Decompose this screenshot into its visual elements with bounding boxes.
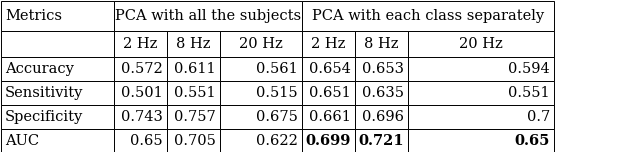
Bar (355, 105, 408, 129)
Text: 20 Hz: 20 Hz (239, 37, 283, 51)
Text: 0.594: 0.594 (508, 62, 550, 76)
Text: 0.501: 0.501 (121, 86, 163, 100)
Bar (220, 81, 302, 105)
Bar (1, 1, 114, 31)
Text: Metrics: Metrics (5, 9, 62, 23)
Bar (302, 57, 355, 81)
Bar (220, 57, 302, 81)
Text: Accuracy: Accuracy (5, 62, 74, 76)
Text: 8 Hz: 8 Hz (176, 37, 211, 51)
Bar (355, 81, 408, 105)
Text: 2 Hz: 2 Hz (311, 37, 346, 51)
Bar (1, 31, 114, 57)
Bar (355, 129, 408, 152)
Text: 0.561: 0.561 (256, 62, 298, 76)
Bar (114, 1, 302, 31)
Text: PCA with all the subjects: PCA with all the subjects (115, 9, 301, 23)
Bar (114, 57, 167, 81)
Bar (167, 105, 220, 129)
Text: 8 Hz: 8 Hz (364, 37, 399, 51)
Bar (1, 81, 114, 105)
Bar (408, 105, 554, 129)
Bar (408, 81, 554, 105)
Text: 0.65: 0.65 (131, 134, 163, 148)
Text: 0.696: 0.696 (362, 110, 404, 124)
Bar (1, 57, 114, 81)
Bar (302, 81, 355, 105)
Bar (167, 81, 220, 105)
Text: PCA with each class separately: PCA with each class separately (312, 9, 544, 23)
Text: 0.515: 0.515 (257, 86, 298, 100)
Bar (167, 129, 220, 152)
Bar (114, 31, 167, 57)
Bar (220, 31, 302, 57)
Bar (408, 31, 554, 57)
Text: 0.551: 0.551 (508, 86, 550, 100)
Bar (114, 129, 167, 152)
Bar (302, 105, 355, 129)
Text: 20 Hz: 20 Hz (459, 37, 503, 51)
Text: 0.705: 0.705 (174, 134, 216, 148)
Text: 0.7: 0.7 (527, 110, 550, 124)
Text: 0.572: 0.572 (121, 62, 163, 76)
Text: Sensitivity: Sensitivity (5, 86, 83, 100)
Text: 0.743: 0.743 (121, 110, 163, 124)
Bar (114, 105, 167, 129)
Text: 0.635: 0.635 (362, 86, 404, 100)
Bar (302, 31, 355, 57)
Bar (355, 31, 408, 57)
Bar (302, 129, 355, 152)
Text: 0.551: 0.551 (174, 86, 216, 100)
Bar (1, 105, 114, 129)
Bar (408, 57, 554, 81)
Text: 0.622: 0.622 (256, 134, 298, 148)
Text: 0.611: 0.611 (174, 62, 216, 76)
Bar (167, 31, 220, 57)
Text: AUC: AUC (5, 134, 39, 148)
Text: 0.699: 0.699 (306, 134, 351, 148)
Text: 0.757: 0.757 (174, 110, 216, 124)
Bar (167, 57, 220, 81)
Bar (114, 81, 167, 105)
Text: 0.675: 0.675 (256, 110, 298, 124)
Text: 0.654: 0.654 (309, 62, 351, 76)
Bar (220, 105, 302, 129)
Bar (220, 129, 302, 152)
Text: Specificity: Specificity (5, 110, 83, 124)
Bar (408, 129, 554, 152)
Text: 2 Hz: 2 Hz (124, 37, 157, 51)
Text: 0.651: 0.651 (309, 86, 351, 100)
Text: 0.653: 0.653 (362, 62, 404, 76)
Bar (355, 57, 408, 81)
Text: 0.721: 0.721 (358, 134, 404, 148)
Text: 0.661: 0.661 (309, 110, 351, 124)
Bar (302, 1, 554, 31)
Text: 0.65: 0.65 (515, 134, 550, 148)
Bar (1, 129, 114, 152)
